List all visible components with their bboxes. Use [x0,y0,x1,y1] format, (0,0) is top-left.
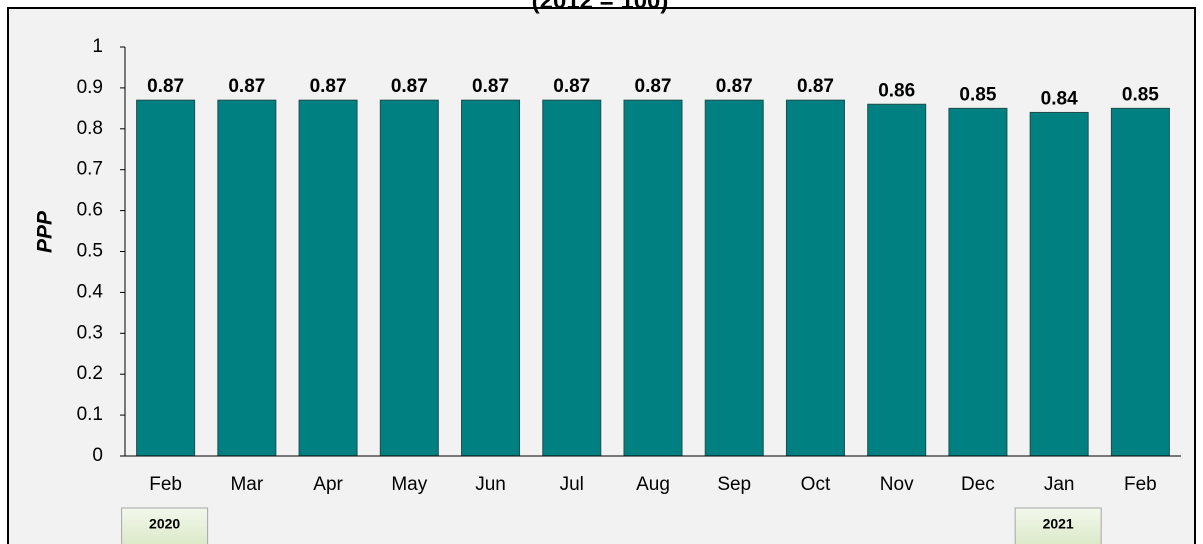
value-label: 0.85 [1122,84,1159,105]
bar [623,99,683,457]
bar [948,107,1008,457]
bar [704,99,764,457]
x-tick-label: Jan [1044,474,1075,495]
y-tick-label: 0.6 [77,200,103,221]
value-label: 0.87 [797,76,834,97]
value-label: 0.87 [472,76,509,97]
y-tick-label: 0.4 [77,281,104,302]
bar [1110,107,1170,457]
y-tick-label: 0.8 [77,118,103,139]
x-tick-label: Feb [149,474,182,495]
bar [379,99,439,457]
x-tick-label: Feb [1124,474,1157,495]
value-label: 0.87 [716,76,753,97]
bar [461,99,521,457]
x-tick-label: Apr [313,474,343,495]
year-box [121,507,209,544]
value-label: 0.87 [391,76,428,97]
value-label: 0.86 [878,80,915,101]
value-label: 0.87 [635,76,672,97]
bar [136,99,196,457]
chart-title: (2012 = 100) [532,0,669,14]
value-label: 0.87 [310,76,347,97]
bar [1029,111,1089,457]
y-tick-label: 0.1 [77,404,103,425]
value-label: 0.84 [1041,88,1078,109]
year-box [1014,507,1102,544]
y-tick-label: 0.9 [77,77,103,98]
y-tick-label: 0.3 [77,322,103,343]
y-tick-label: 0.2 [77,363,103,384]
x-tick-label: Sep [717,474,751,495]
year-label: 2020 [149,516,180,532]
x-tick-label: Mar [230,474,263,495]
value-label: 0.87 [553,76,590,97]
y-tick-label: 0.7 [77,159,103,180]
value-label: 0.87 [228,76,265,97]
year-label: 2021 [1043,516,1074,532]
x-tick-label: Jun [475,474,506,495]
y-tick-label: 0.5 [77,241,103,262]
x-tick-label: Oct [801,474,831,495]
bar [217,99,277,457]
bar [542,99,602,457]
bar [867,103,927,457]
y-axis-label: PPP [34,210,57,253]
bar [785,99,845,457]
y-tick-label: 1 [92,36,103,57]
x-tick-label: May [391,474,427,495]
x-tick-label: Jul [560,474,584,495]
value-label: 0.87 [147,76,184,97]
x-tick-label: Dec [961,474,995,495]
bar [298,99,358,457]
x-tick-label: Aug [636,474,670,495]
value-label: 0.85 [959,84,996,105]
x-tick-label: Nov [880,474,914,495]
y-tick-label: 0 [92,445,103,466]
